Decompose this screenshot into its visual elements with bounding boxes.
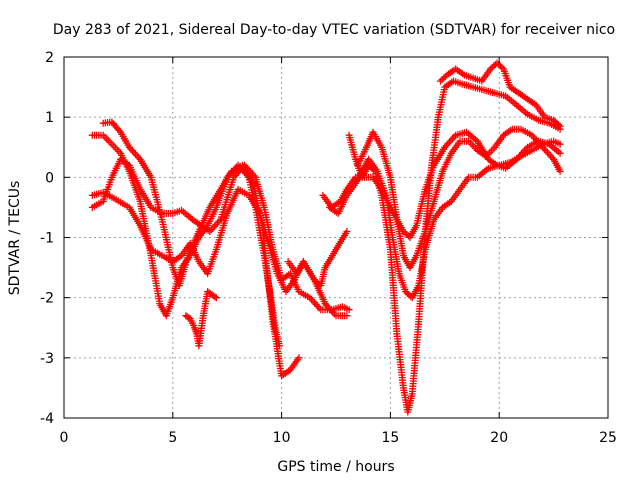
series-track-10 [436, 59, 564, 130]
y-axis-label: SDTVAR / TECUs [7, 181, 23, 296]
data-point [295, 354, 303, 362]
data-point [490, 62, 498, 70]
y-tick-label: 2 [45, 50, 54, 66]
data-point [211, 222, 218, 230]
y-tick-label: 1 [45, 110, 54, 126]
data-point [212, 221, 220, 229]
x-tick-label: 15 [381, 430, 399, 446]
y-tick-label: -3 [40, 351, 54, 367]
data-points [88, 59, 564, 416]
data-point [403, 289, 411, 297]
data-point [314, 279, 321, 287]
data-point [211, 293, 219, 301]
data-point [553, 119, 561, 127]
data-point [345, 306, 353, 314]
data-point [556, 122, 564, 130]
x-tick-label: 25 [599, 430, 617, 446]
data-point [440, 74, 448, 82]
data-point [556, 167, 564, 175]
data-point [550, 116, 558, 124]
data-point [556, 149, 564, 157]
x-axis-label: GPS time / hours [277, 459, 394, 475]
grid [64, 57, 608, 418]
data-point [312, 277, 320, 285]
series-track-8 [326, 137, 564, 302]
series-track-4 [88, 155, 353, 314]
x-tick-label: 5 [168, 430, 177, 446]
x-tick-label: 0 [60, 430, 69, 446]
x-tick-label: 20 [490, 430, 508, 446]
chart-title: Day 283 of 2021, Sidereal Day-to-day VTE… [53, 22, 615, 38]
x-tick-label: 10 [273, 430, 291, 446]
y-tick-label: 0 [45, 170, 54, 186]
series-track-11 [182, 288, 220, 350]
data-point [401, 229, 409, 237]
series-track-6 [319, 128, 564, 241]
data-point [366, 163, 374, 171]
data-point [556, 140, 564, 148]
data-point [368, 164, 376, 172]
series-track-2 [99, 118, 303, 380]
axis-ticks: 0 5 10 15 20 25 -4 -3 -2 -1 0 1 2 [40, 50, 617, 446]
y-tick-label: -4 [40, 411, 54, 427]
series-track-5 [284, 228, 351, 290]
data-point [438, 76, 446, 84]
series-track-7 [354, 125, 564, 272]
data-point [212, 294, 220, 302]
data-point [555, 121, 562, 129]
data-point [132, 150, 139, 158]
data-point [343, 312, 351, 320]
y-tick-label: -1 [40, 231, 54, 247]
data-point [496, 62, 504, 70]
data-point [487, 65, 494, 73]
data-point [405, 291, 413, 299]
data-point [343, 228, 351, 235]
y-tick-label: -2 [40, 291, 54, 307]
series-track-9 [345, 77, 564, 416]
